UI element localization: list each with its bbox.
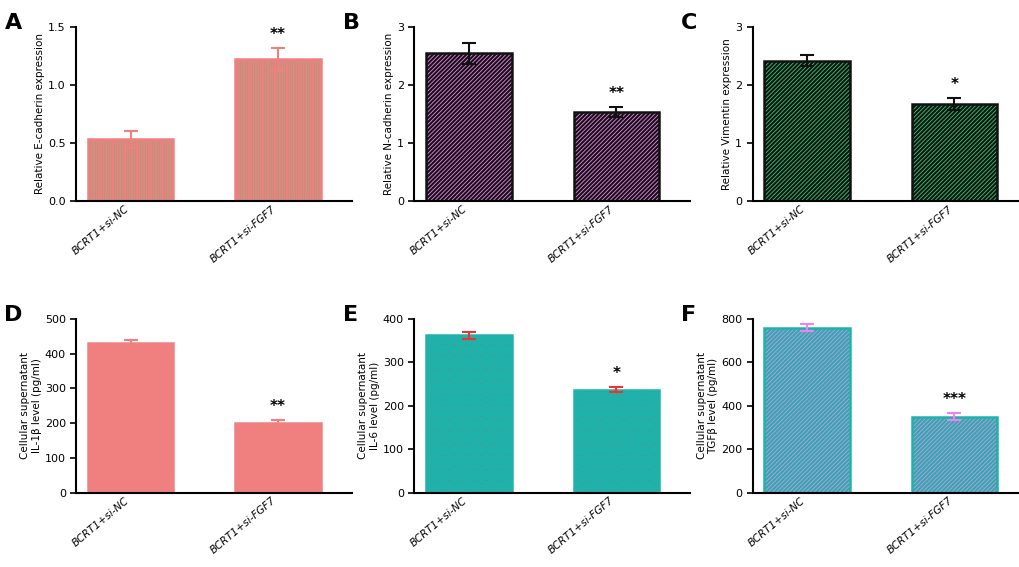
- Bar: [911, 104, 997, 201]
- Text: *: *: [950, 77, 958, 92]
- Bar: [911, 417, 997, 493]
- Text: **: **: [270, 399, 286, 414]
- Bar: [573, 390, 658, 493]
- Y-axis label: Cellular supernatant
TGFβ level (pg/ml): Cellular supernatant TGFβ level (pg/ml): [696, 352, 717, 459]
- Y-axis label: Relative E-cadherin expression: Relative E-cadherin expression: [36, 33, 46, 194]
- Bar: [88, 139, 173, 201]
- Bar: [235, 60, 321, 201]
- Text: A: A: [4, 13, 21, 33]
- Text: C: C: [680, 13, 696, 33]
- Bar: [88, 343, 173, 493]
- Bar: [235, 423, 321, 493]
- Bar: [426, 335, 512, 493]
- Bar: [763, 328, 849, 493]
- Y-axis label: Relative N-cadherin expression: Relative N-cadherin expression: [384, 33, 393, 195]
- Bar: [426, 53, 512, 201]
- Y-axis label: Relative Vimentin expression: Relative Vimentin expression: [721, 38, 732, 190]
- Y-axis label: Cellular supernatant
IL-1β level (pg/ml): Cellular supernatant IL-1β level (pg/ml): [20, 352, 42, 459]
- Text: D: D: [4, 305, 22, 325]
- Bar: [573, 112, 658, 201]
- Text: E: E: [342, 305, 358, 325]
- Text: **: **: [270, 27, 286, 42]
- Text: **: **: [607, 86, 624, 101]
- Text: *: *: [611, 366, 620, 381]
- Text: ***: ***: [942, 392, 966, 407]
- Y-axis label: Cellular supernatant
IL-6 level (pg/ml): Cellular supernatant IL-6 level (pg/ml): [358, 352, 380, 459]
- Text: F: F: [680, 305, 695, 325]
- Bar: [763, 61, 849, 201]
- Text: B: B: [342, 13, 360, 33]
